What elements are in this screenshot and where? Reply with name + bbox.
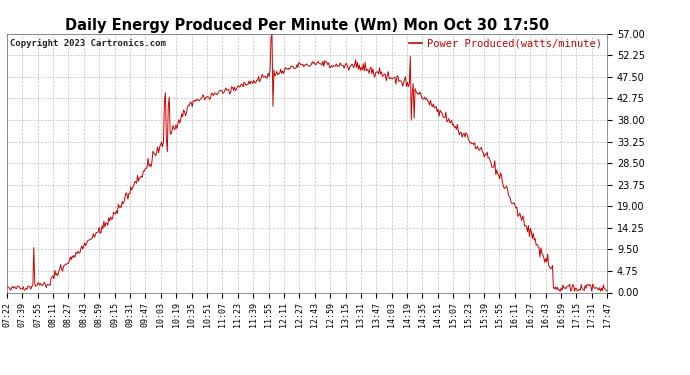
Text: Copyright 2023 Cartronics.com: Copyright 2023 Cartronics.com [10,39,166,48]
Legend: Power Produced(watts/minute): Power Produced(watts/minute) [409,39,602,49]
Title: Daily Energy Produced Per Minute (Wm) Mon Oct 30 17:50: Daily Energy Produced Per Minute (Wm) Mo… [65,18,549,33]
